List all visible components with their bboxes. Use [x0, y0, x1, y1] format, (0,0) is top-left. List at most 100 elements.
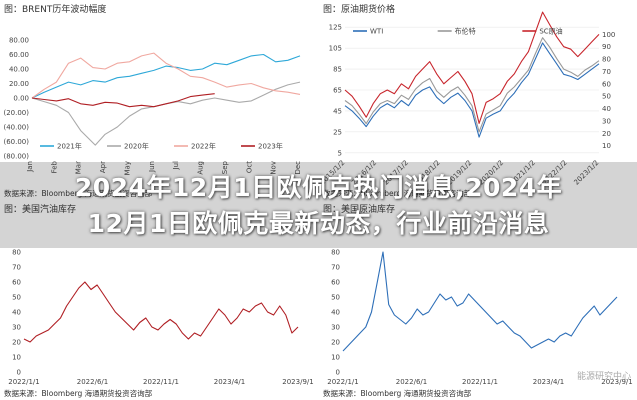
panel-source: 数据来源：Bloomberg 海通期货投资咨询部: [323, 389, 472, 398]
y-tick-label: 45: [333, 107, 342, 115]
y2-tick-label: 50: [602, 93, 611, 101]
x-tick-label: Nov: [270, 161, 278, 175]
x-tick-label: 2023/4/1: [214, 378, 245, 386]
y-tick-label: 25: [333, 128, 342, 136]
chart-panel-crude-futures: 图：原油期货价格 125 105 85 65 45 25 5 10 20 30 40 50 60 70 80…: [319, 0, 637, 200]
y2-tick-label: 70: [602, 68, 611, 76]
y-tick-label: 65: [333, 87, 342, 95]
x-tick-label: 2023/9/1: [282, 378, 313, 386]
y2-tick-label: 20: [602, 130, 611, 138]
legend-label: 2022年: [191, 142, 216, 151]
y-tick-label: 80.00: [9, 37, 29, 45]
panel-source: 数据来源：Bloomberg 海通期货投资咨询部: [4, 389, 153, 398]
y-tick-label: 0: [336, 369, 340, 377]
legend-label: 2021年: [57, 142, 82, 151]
panel-title: 图：BRENT历年波动幅度: [4, 5, 107, 15]
series-line-1: [23, 281, 299, 343]
x-tick-label: Apr: [99, 161, 107, 173]
x-tick-label: Aug: [197, 161, 205, 175]
x-tick-label: Dec: [294, 161, 302, 175]
x-tick-label: 2022/11/1: [462, 378, 498, 386]
chart-panel-brent: 图：BRENT历年波动幅度 80.00 60.00 40.00 20.00 0.00 (2…: [0, 0, 318, 200]
x-tick-label: 2022/6/1: [396, 378, 427, 386]
panel-title: 图：原油期货价格: [323, 5, 396, 15]
legend-label: 2020年: [124, 142, 149, 151]
y-tick-label: (40.00): [3, 124, 29, 132]
chart-panel-gasoline: 图：美国汽油库存 80 70 60 50 40 30 20 10 0 2022/1/1 2022/6…: [0, 200, 318, 400]
y2-tick-label: 40: [602, 105, 611, 113]
y-tick-label: 70: [12, 264, 21, 272]
x-tick-label: Jun: [148, 161, 156, 173]
y-tick-label: 70: [331, 264, 340, 272]
panel-source: 数据来源：Bloomberg 海通期货投资咨询部: [323, 189, 472, 198]
y2-tick-label: 60: [602, 80, 611, 88]
y-tick-label: 125: [329, 24, 342, 32]
series-line-1: [344, 42, 600, 138]
watermark: 能源研究中心: [576, 372, 631, 382]
y-tick-label: 30: [331, 324, 340, 332]
y-tick-label: 40: [12, 309, 21, 317]
series-line-2: [31, 81, 301, 146]
brent-volatility-chart: 80.00 60.00 40.00 20.00 0.00 (20.00) (40.00) (6…: [3, 37, 302, 176]
y-tick-label: 50: [12, 294, 21, 302]
y2-tick-label: 30: [602, 117, 611, 125]
y-tick-label: 60: [331, 279, 340, 287]
chart-panel-crude-inventory: 图：美国原油库存 80 70 60 50 40 30 20 10 0 2022/1/1 2022/6…: [319, 200, 637, 400]
x-tick-label: 2022/1/1: [8, 378, 39, 386]
y-tick-label: 40: [331, 309, 340, 317]
y-tick-label: 105: [329, 45, 342, 53]
series-line-4: [31, 93, 215, 108]
x-tick-label: 2022/6/1: [77, 378, 108, 386]
x-tick-label: Sep: [221, 160, 229, 174]
y-tick-label: 20.00: [9, 80, 29, 88]
y-tick-label: (80.00): [3, 153, 29, 161]
series-line-3: [344, 11, 600, 124]
series-line-1: [342, 251, 618, 352]
legend-label: 2023年: [258, 142, 283, 151]
x-tick-label: Feb: [50, 160, 58, 173]
headline-line-1: 2024年12月1日欧佩克热门消息,2024年: [74, 173, 563, 202]
x-tick-label: 2022/1/1: [327, 378, 358, 386]
y-tick-label: 60.00: [9, 51, 29, 59]
y-tick-label: (60.00): [3, 138, 29, 146]
series-line-2: [344, 37, 600, 133]
legend-label: WTI: [370, 28, 383, 36]
y-tick-label: 80: [331, 249, 340, 257]
y-tick-label: (20.00): [3, 109, 29, 117]
x-tick-label: 2022/11/1: [143, 378, 179, 386]
crude-futures-chart: 1251058565452551020304050607080901002015…: [319, 11, 615, 187]
headline-line-2: 12月1日欧佩克最新动态，行业前沿消息: [87, 209, 550, 238]
y-tick-label: 5: [338, 149, 342, 157]
x-tick-label: Jan: [26, 161, 34, 173]
x-tick-label: Oct: [245, 161, 253, 173]
y2-tick-label: 90: [602, 43, 611, 51]
y-tick-label: 80: [12, 249, 21, 257]
y-tick-label: 20: [331, 339, 340, 347]
y2-tick-label: 10: [602, 142, 611, 150]
panel-title: 图：美国汽油库存: [4, 205, 77, 215]
y-tick-label: 50: [331, 294, 340, 302]
panel-source: 数据来源：Bloomberg 海通期货投资咨询部: [4, 189, 153, 198]
y-tick-label: 60: [12, 279, 21, 287]
x-tick-label: 2023/9/1: [601, 378, 632, 386]
y-tick-label: 0: [17, 369, 21, 377]
y-tick-label: 20: [12, 339, 21, 347]
y-tick-label: 30: [12, 324, 21, 332]
headline-overlay: [0, 162, 637, 248]
panel-title: 图：美国原油库存: [323, 205, 396, 215]
y-tick-label: 85: [333, 66, 342, 74]
y2-tick-label: 100: [602, 31, 615, 39]
legend-label: SC原油: [539, 27, 562, 36]
x-tick-label: 2023/4/1: [533, 378, 564, 386]
y-tick-label: 10: [12, 354, 21, 362]
y2-tick-label: 80: [602, 56, 611, 64]
x-tick-label: Mar: [75, 161, 83, 174]
legend-label: 布伦特: [455, 27, 476, 36]
y-tick-label: 40.00: [9, 66, 29, 74]
x-tick-label: May: [123, 161, 131, 175]
x-tick-label: Jul: [172, 161, 180, 171]
y-tick-label: 0.00: [13, 95, 29, 103]
series-line-3: [31, 52, 301, 99]
